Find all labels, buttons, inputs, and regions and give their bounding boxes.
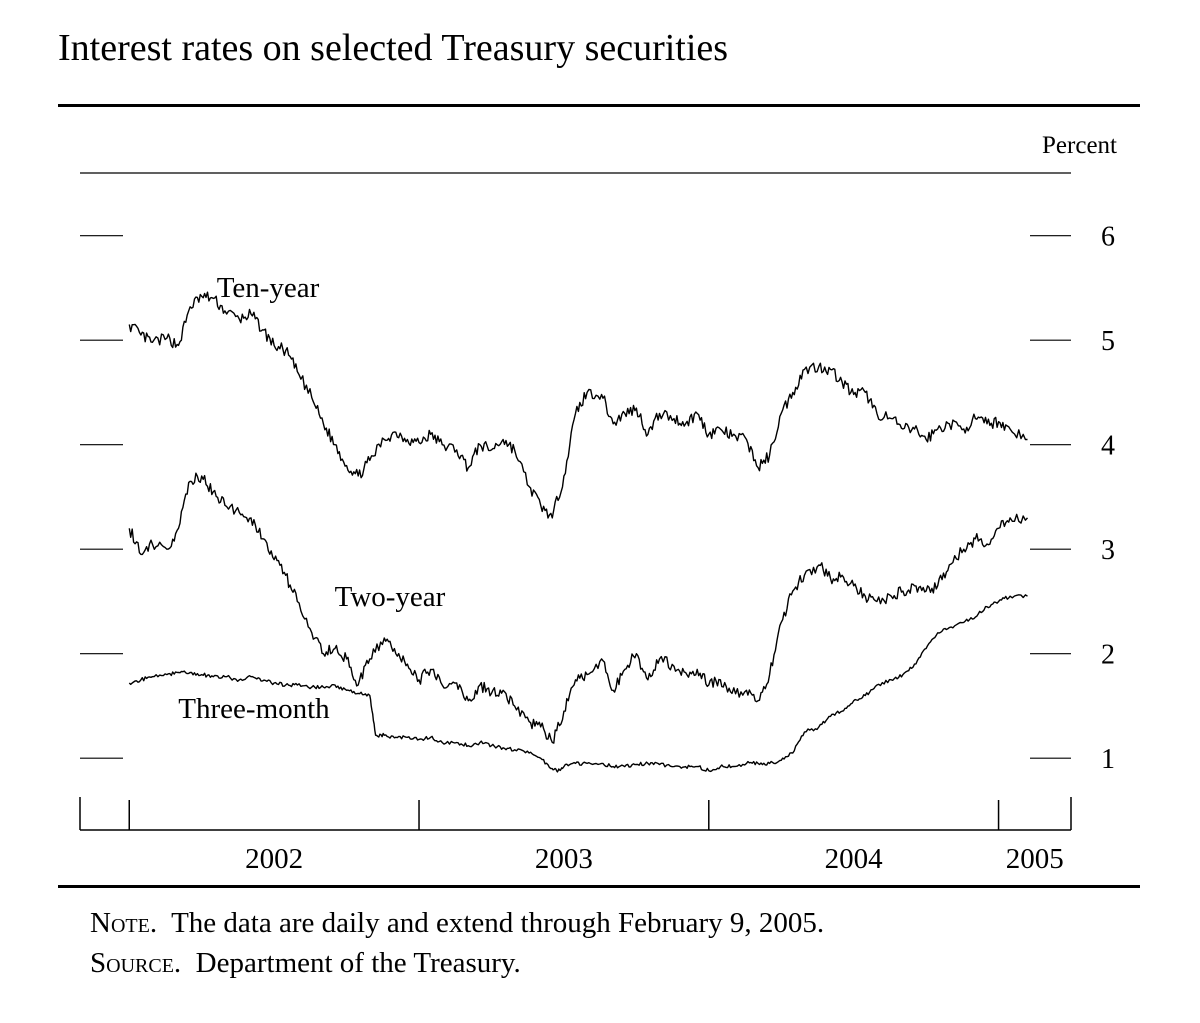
series-label: Ten-year xyxy=(217,272,320,304)
source-line: Source. Department of the Treasury. xyxy=(90,946,521,980)
series-line-three-month xyxy=(128,594,1028,773)
series-labels: Ten-year Two-year Three-month xyxy=(162,272,446,726)
x-tick-label: 2005 xyxy=(1006,843,1064,875)
x-tick-label: 2002 xyxy=(245,843,303,875)
series-line-two-year xyxy=(128,472,1029,744)
series-label: Three-month xyxy=(178,693,330,725)
x-tick-label: 2003 xyxy=(535,843,593,875)
y-axis-label: Percent xyxy=(1042,132,1117,159)
y-tick-label: 2 xyxy=(1101,640,1115,671)
note-line: Note. The data are daily and extend thro… xyxy=(90,906,824,940)
chart-title: Interest rates on selected Treasury secu… xyxy=(58,27,729,69)
source-text: Department of the Treasury. xyxy=(195,947,521,979)
y-tick-label: 5 xyxy=(1101,326,1115,357)
series-line-ten-year xyxy=(128,291,1028,519)
series-lines xyxy=(128,291,1029,773)
bottom-rule xyxy=(58,885,1140,888)
y-tick-label: 1 xyxy=(1101,744,1115,775)
y-tick-label: 4 xyxy=(1101,431,1115,462)
y-ticks: 1 2 3 4 5 6 xyxy=(80,222,1115,775)
y-tick-label: 6 xyxy=(1101,222,1115,253)
note-text: The data are daily and extend through Fe… xyxy=(171,907,825,939)
note-label: Note. xyxy=(90,907,158,939)
series-label: Two-year xyxy=(335,581,446,613)
x-axis: 2002 2003 2004 2005 xyxy=(79,797,1072,875)
source-label: Source. xyxy=(90,947,182,979)
y-tick-label: 3 xyxy=(1101,535,1115,566)
top-rule xyxy=(58,104,1140,107)
label-backdrop xyxy=(162,692,346,726)
x-tick-label: 2004 xyxy=(825,843,884,875)
